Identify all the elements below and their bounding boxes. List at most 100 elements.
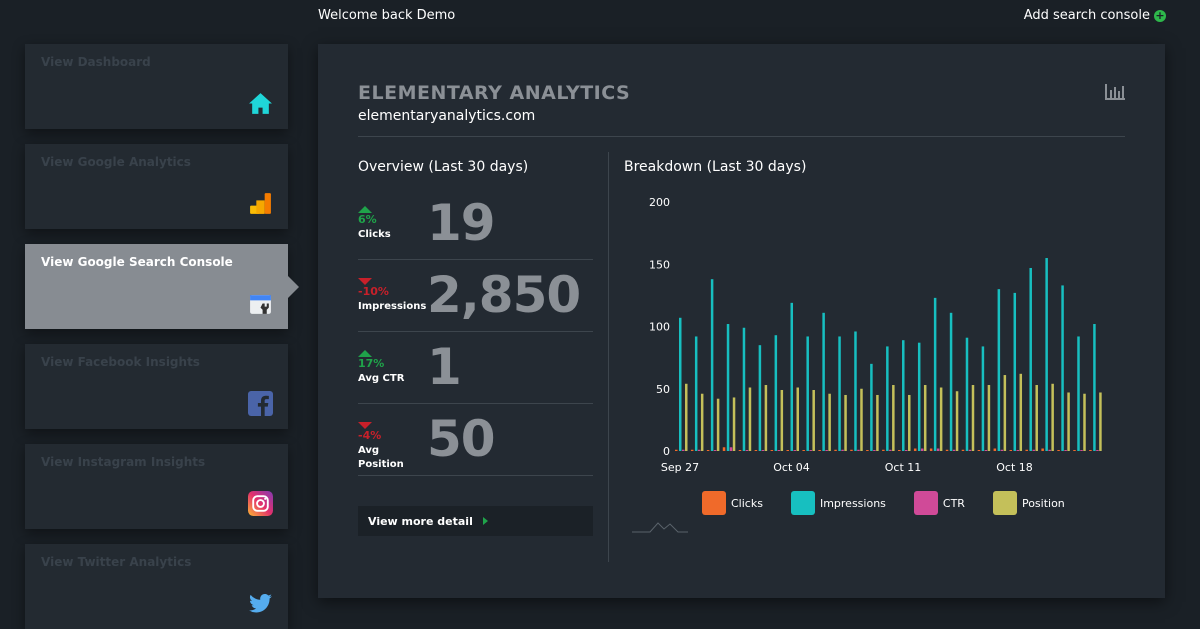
bar-position <box>908 394 911 451</box>
bar-impressions <box>1077 336 1080 451</box>
sparkline-icon <box>632 522 688 533</box>
sidebar-item-twitter[interactable]: View Twitter Analytics <box>25 544 288 629</box>
bar-clicks <box>977 450 981 451</box>
arrow-up-icon <box>358 350 372 357</box>
bar-clicks <box>1057 450 1060 451</box>
sidebar-item-facebook[interactable]: View Facebook Insights <box>25 344 288 429</box>
add-search-console-button[interactable]: Add search console + <box>1024 8 1166 23</box>
bar-clicks <box>945 449 949 451</box>
legend-item-position[interactable]: Position <box>992 491 1065 515</box>
stat-position: -4% Avg Position 50 <box>358 404 593 476</box>
bar-clicks <box>738 450 742 451</box>
y-tick-label: 0 <box>663 445 670 458</box>
bar-impressions <box>933 297 937 451</box>
divider <box>608 152 609 562</box>
x-tick-label: Oct 11 <box>885 461 922 474</box>
bar-clicks <box>834 449 837 451</box>
bar-clicks <box>1009 450 1013 451</box>
bar-impressions <box>1029 267 1032 451</box>
bar-impressions <box>790 302 794 451</box>
bar-ctr <box>968 449 972 451</box>
bar-impressions <box>917 342 921 451</box>
x-tick-label: Sep 27 <box>661 461 699 474</box>
bar-clicks <box>866 450 869 451</box>
arrow-down-icon <box>358 422 372 429</box>
bar-position <box>1035 385 1038 451</box>
bar-impressions <box>902 340 905 451</box>
bar-impressions <box>870 363 873 451</box>
bar-clicks <box>929 448 933 451</box>
bar-position <box>987 385 991 451</box>
stat-value: 50 <box>427 410 496 468</box>
bar-impressions <box>965 337 969 451</box>
twitter-icon <box>249 593 272 613</box>
legend-item-clicks[interactable]: Clicks <box>702 491 763 515</box>
bar-clicks <box>786 450 790 451</box>
bar-impressions <box>742 327 746 451</box>
add-label: Add search console <box>1023 8 1150 23</box>
bar-position <box>764 385 768 451</box>
sidebar-item-dashboard[interactable]: View Dashboard <box>25 44 288 129</box>
bar-ctr <box>761 450 765 451</box>
instagram-icon <box>248 491 273 516</box>
bar-clicks <box>993 448 997 451</box>
bar-position <box>971 385 975 451</box>
view-more-detail-button[interactable]: View more detail <box>358 506 593 536</box>
bar-clicks <box>850 449 853 451</box>
sidebar-item-label: View Dashboard <box>41 55 151 69</box>
bar-position <box>955 391 959 451</box>
bar-position <box>844 394 847 451</box>
bar-position <box>796 387 800 451</box>
bar-ctr <box>1000 449 1004 451</box>
y-tick-label: 50 <box>656 383 670 396</box>
arrow-down-icon <box>358 278 372 285</box>
bar-impressions <box>1013 292 1017 451</box>
bar-position <box>876 394 879 451</box>
y-tick-label: 200 <box>649 196 670 209</box>
bar-position <box>1003 375 1007 451</box>
bar-position <box>748 387 752 451</box>
facebook-icon <box>248 391 273 416</box>
stat-change: -10% <box>358 285 389 298</box>
divider <box>358 136 1125 137</box>
stat-name: Clicks <box>358 229 391 240</box>
overview-title: Overview (Last 30 days) <box>358 159 529 175</box>
bar-clicks <box>1041 448 1044 451</box>
bar-chart-icon[interactable] <box>1105 84 1125 100</box>
bar-clicks <box>802 450 805 451</box>
home-icon <box>249 93 272 114</box>
stat-name: Avg CTR <box>358 373 405 384</box>
bar-impressions <box>838 336 841 451</box>
sidebar-item-search-console[interactable]: View Google Search Console <box>25 244 299 329</box>
x-tick-label: Oct 04 <box>773 461 810 474</box>
legend-label: Clicks <box>731 496 763 510</box>
sidebar-item-google-analytics[interactable]: View Google Analytics <box>25 144 288 229</box>
bar-position <box>892 385 895 451</box>
bar-position <box>732 397 736 451</box>
bar-position <box>1051 383 1054 451</box>
sidebar-item-label: View Twitter Analytics <box>41 555 192 569</box>
stat-value: 2,850 <box>427 266 581 324</box>
stat-name: Impressions <box>358 301 427 312</box>
bar-clicks <box>690 449 694 451</box>
bar-clicks <box>913 448 917 451</box>
bar-ctr <box>889 449 892 451</box>
arrow-up-icon <box>358 206 372 213</box>
breakdown-chart: 0 50 100 150 200 Sep 27 Oct 04 Oct 11 Oct 18 <box>649 196 1102 474</box>
stat-impressions: -10% Impressions 2,850 <box>358 260 593 332</box>
legend-item-impressions[interactable]: Impressions <box>790 491 886 515</box>
bar-ctr <box>697 449 701 451</box>
sidebar-item-instagram[interactable]: View Instagram Insights <box>25 444 288 529</box>
legend-item-ctr[interactable]: CTR <box>913 491 965 515</box>
legend-swatch <box>992 491 1017 515</box>
bar-ctr <box>841 449 844 451</box>
google-analytics-icon <box>250 193 271 214</box>
bar-impressions <box>854 331 857 451</box>
bar-ctr <box>825 450 828 451</box>
stat-ctr: 17% Avg CTR 1 <box>358 332 593 404</box>
bar-ctr <box>1080 450 1083 451</box>
y-tick-label: 150 <box>649 258 670 271</box>
bar-ctr <box>1016 450 1020 451</box>
stat-clicks: 6% Clicks 19 <box>358 188 593 260</box>
bar-clicks <box>818 450 821 451</box>
